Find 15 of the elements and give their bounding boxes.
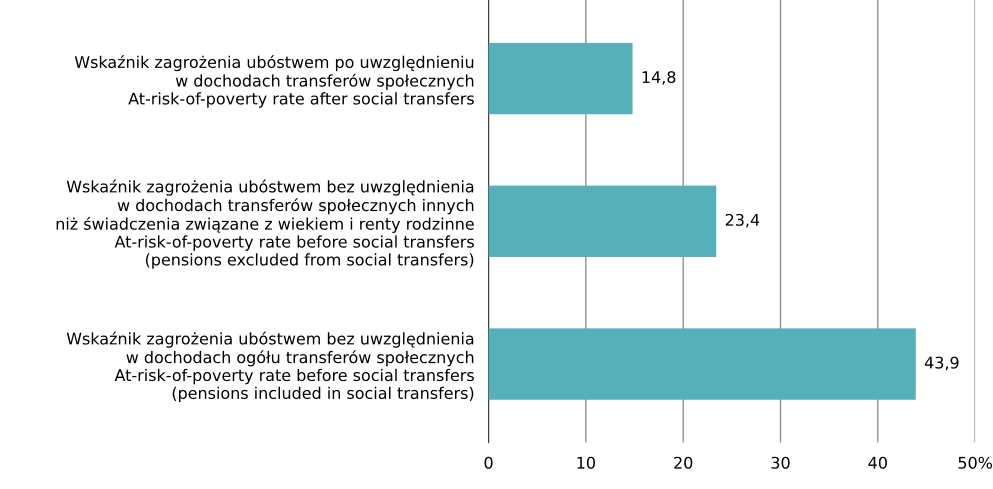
x-tick-label: 30 — [772, 456, 790, 469]
x-tick-label: 50% — [958, 456, 992, 469]
x-tick-label: 10 — [577, 456, 595, 469]
data-label: 23,4 — [726, 214, 760, 228]
y-tick-label: Wskaźnik zagrożenia ubóstwem po uwzględnieniu w dochodach transferów społecznych At-risk-of-poverty rate after social transfers — [74, 55, 474, 108]
x-tick-label: 0 — [484, 456, 493, 469]
x-tick-label: 40 — [868, 456, 887, 469]
bar — [488, 42, 633, 114]
x-tick-label: 20 — [674, 456, 692, 469]
data-label: 14,8 — [642, 71, 676, 85]
bar — [488, 328, 916, 400]
y-tick-label: Wskaźnik zagrożenia ubóstwem bez uwzględnienia w dochodach transferów społecznych innych niż świadczenia związane z wiekiem i renty rodzinne At-risk-of-poverty rate before social transfers (pensions excluded from social transfers) — [56, 180, 474, 269]
bar — [488, 186, 716, 257]
y-tick-label: Wskaźnik zagrożenia ubóstwem bez uwzględnienia w dochodach ogółu transferów społecznych At-risk-of-poverty rate before social transfers (pensions included in social transfers) — [66, 332, 474, 402]
data-label: 43,9 — [924, 356, 959, 370]
